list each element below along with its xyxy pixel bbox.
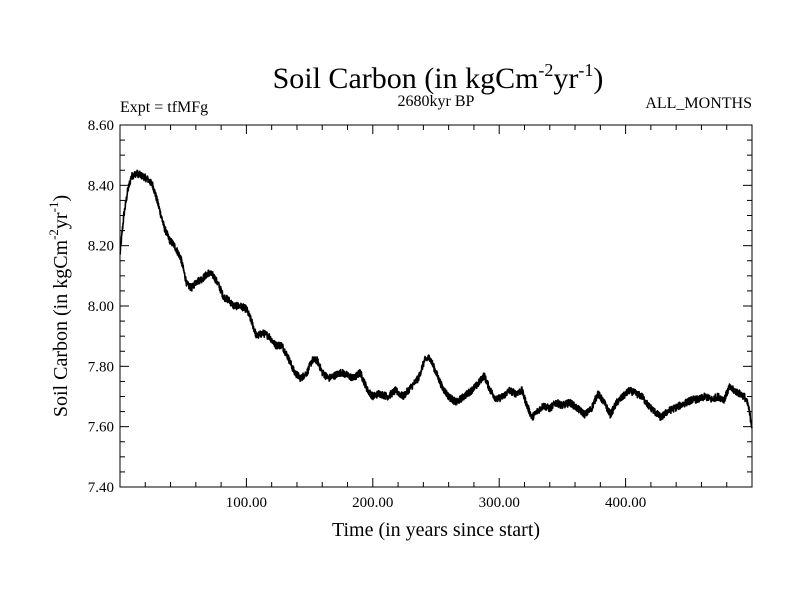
x-axis-ticks: 100.00 200.00 300.00 400.00 [144, 125, 728, 511]
y-axis-label-mid: yr [50, 212, 72, 229]
y-tick-label: 8.20 [88, 239, 114, 255]
x-tick-label: 400.00 [605, 495, 646, 511]
chart-title-close: ) [593, 62, 603, 95]
x-tick-label: 200.00 [352, 495, 393, 511]
series-group [119, 169, 753, 429]
y-tick-label: 7.60 [88, 420, 114, 436]
period-label: 2680kyr BP [398, 93, 475, 110]
y-axis-label-close: ) [50, 195, 72, 202]
y-tick-label: 7.40 [88, 480, 114, 496]
y-tick-label: 8.60 [88, 118, 114, 134]
y-axis-label-exp2: -1 [46, 202, 61, 213]
y-tick-label: 8.00 [88, 299, 114, 315]
x-tick-label: 100.00 [226, 495, 267, 511]
plot-frame [119, 124, 753, 488]
series-line-soil-carbon [119, 169, 753, 429]
y-tick-label: 7.80 [88, 359, 114, 375]
y-axis-label-main: Soil Carbon (in kgCm [50, 239, 72, 417]
chart-title-main: Soil Carbon (in kgCm [273, 62, 539, 95]
chart-title-exp2: -1 [578, 60, 593, 80]
chart-title-exp1: -2 [538, 60, 553, 80]
x-axis-label: Time (in years since start) [332, 519, 540, 541]
y-axis-ticks: 7.40 7.60 7.80 8.00 8.20 8.40 8.60 [88, 118, 752, 496]
y-axis-label: Soil Carbon (in kgCm-2yr-1) [46, 195, 72, 417]
x-tick-label: 300.00 [479, 495, 520, 511]
y-tick-label: 8.40 [88, 178, 114, 194]
months-label: ALL_MONTHS [645, 95, 752, 112]
experiment-label: Expt = tfMFg [120, 99, 208, 116]
y-axis-label-exp1: -2 [46, 229, 61, 240]
chart-title: Soil Carbon (in kgCm-2yr-1) [273, 60, 604, 95]
chart-title-mid: yr [553, 62, 578, 95]
